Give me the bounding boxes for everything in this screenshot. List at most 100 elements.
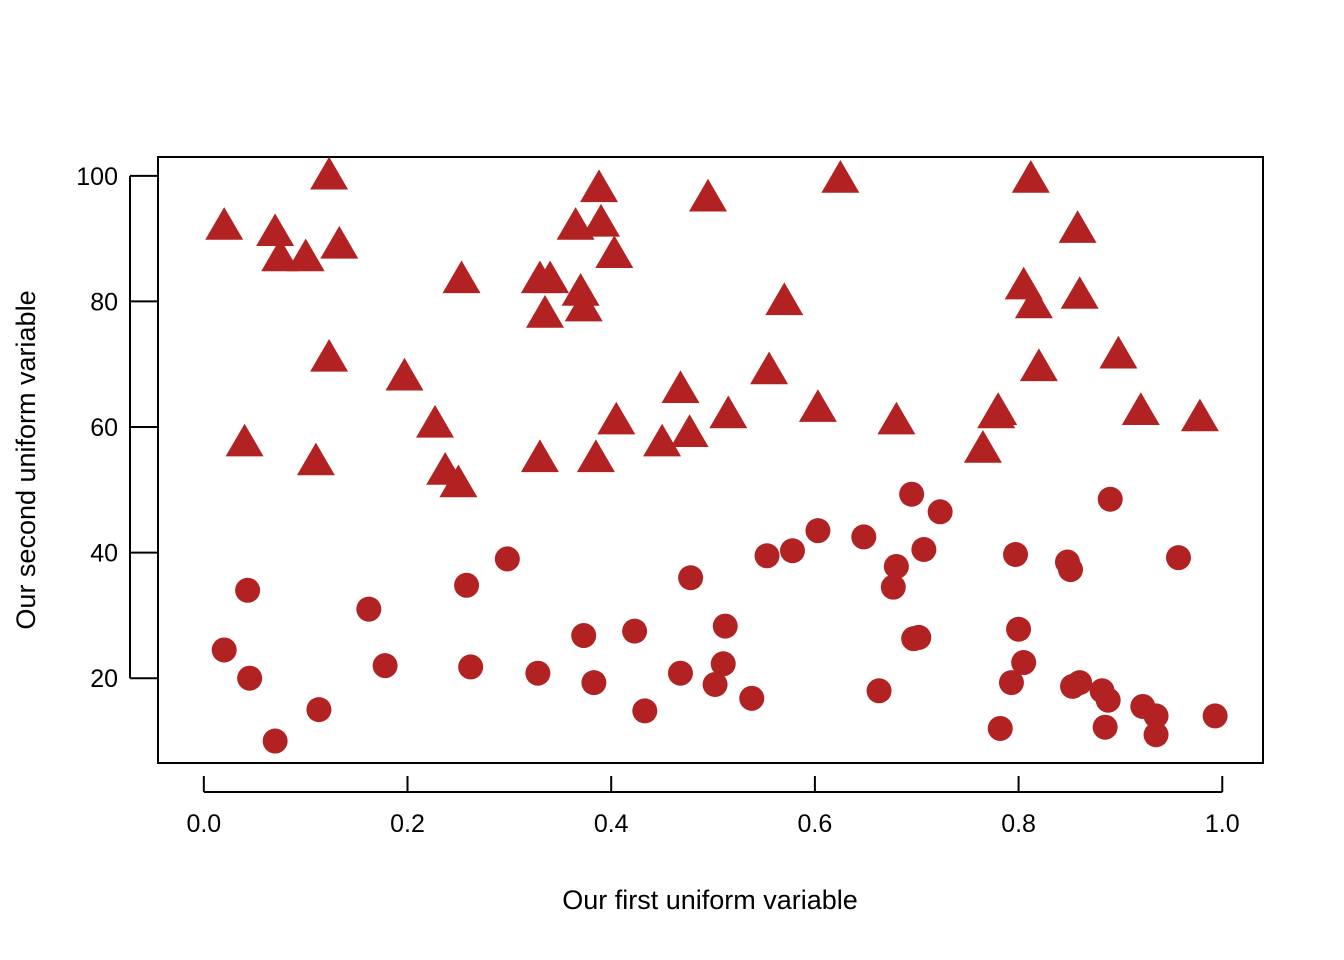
triangle-point <box>798 389 837 422</box>
circle-point <box>211 637 237 663</box>
triangle-point <box>1058 210 1097 243</box>
triangle-point <box>1060 276 1099 309</box>
triangle-point <box>564 288 603 322</box>
triangle-point <box>520 439 559 473</box>
triangle-point <box>670 414 709 447</box>
circle-point <box>754 543 780 569</box>
triangle-point <box>1121 392 1160 425</box>
circle-point <box>880 574 906 600</box>
triangle-point <box>597 401 636 435</box>
circle-point <box>571 623 597 649</box>
circle-point <box>702 672 728 698</box>
x-axis-title: Our first uniform variable <box>562 885 858 915</box>
circle-point <box>458 654 484 680</box>
triangle-point <box>661 370 700 403</box>
circle-point <box>710 651 736 677</box>
circle-point <box>1165 545 1191 571</box>
circle-point <box>372 653 398 679</box>
triangle-point <box>595 235 634 268</box>
x-tick-label: 1.0 <box>1205 810 1240 838</box>
y-tick-label: 80 <box>90 288 118 316</box>
triangle-point <box>750 351 789 385</box>
y-axis: 20 40 60 80 100 <box>76 163 158 693</box>
triangle-point <box>385 357 424 391</box>
x-tick-label: 0.2 <box>390 810 425 838</box>
circle-point <box>237 665 263 691</box>
triangle-point <box>643 423 682 457</box>
circle-point <box>622 618 648 644</box>
triangle-point <box>576 439 615 473</box>
triangle-point <box>1014 285 1053 319</box>
circle-point <box>1067 670 1093 696</box>
circle-point <box>1003 542 1029 568</box>
circle-point <box>883 553 909 579</box>
circle-point <box>525 660 551 686</box>
triangle-point <box>582 203 620 237</box>
y-tick-label: 100 <box>76 163 118 191</box>
y-tick-label: 40 <box>90 540 118 568</box>
triangle-point <box>963 430 1002 463</box>
circle-point <box>1092 714 1118 740</box>
y-tick-label: 20 <box>90 665 118 693</box>
circle-point <box>632 698 658 724</box>
circle-point <box>805 518 831 544</box>
x-tick-label: 0.6 <box>798 810 833 838</box>
triangle-point <box>1011 160 1050 193</box>
circle-point <box>906 624 932 650</box>
triangle-point <box>1099 335 1138 369</box>
triangle-point <box>416 404 454 438</box>
x-tick-label: 0.8 <box>1001 810 1036 838</box>
circle-point <box>1097 486 1123 512</box>
triangle-point <box>580 169 618 203</box>
circle-point <box>1143 722 1169 748</box>
circle-point <box>911 536 937 562</box>
triangle-point <box>821 160 860 193</box>
triangle-point <box>310 156 349 190</box>
triangle-point <box>765 282 804 316</box>
circle-point <box>779 538 805 564</box>
triangle-point <box>979 392 1018 425</box>
triangle-point <box>261 238 300 272</box>
circle-point <box>1058 557 1084 583</box>
circle-point <box>235 577 261 603</box>
triangle-point <box>439 464 478 498</box>
circle-point <box>678 565 704 591</box>
circle-point <box>987 715 1013 741</box>
circle-point <box>494 546 520 572</box>
triangle-point <box>689 178 727 212</box>
circle-point <box>262 728 288 754</box>
circle-point <box>306 697 332 723</box>
triangle-point <box>286 238 325 272</box>
circle-point <box>866 678 892 704</box>
triangle-point <box>877 401 916 435</box>
triangle-point <box>709 395 748 429</box>
y-tick-label: 60 <box>90 414 118 442</box>
circle-point <box>1095 687 1121 713</box>
triangle-point <box>531 260 570 294</box>
triangle-point <box>296 442 335 476</box>
triangle-point <box>225 423 264 457</box>
x-axis: 0.0 0.2 0.4 0.6 0.8 1.0 <box>186 776 1240 838</box>
circle-point <box>1011 650 1037 676</box>
circle-point <box>1202 703 1228 729</box>
circle-point <box>927 499 953 525</box>
x-tick-label: 0.4 <box>594 810 629 838</box>
triangle-point <box>310 339 349 372</box>
data-points <box>205 156 1228 754</box>
circle-point <box>1143 703 1169 729</box>
plot-area-box <box>157 156 1264 764</box>
circle-point <box>998 670 1024 696</box>
triangle-point <box>205 207 244 240</box>
triangle-point <box>1180 398 1219 432</box>
y-axis-title: Our second uniform variable <box>11 290 41 629</box>
triangle-point <box>256 213 295 246</box>
triangle-point <box>442 260 481 294</box>
circle-point <box>1006 616 1032 642</box>
circle-point <box>581 670 607 696</box>
triangle-point <box>561 273 600 306</box>
circle-point <box>712 613 738 639</box>
circle-point <box>899 481 925 507</box>
triangle-point <box>320 225 359 259</box>
triangle-point <box>526 295 564 328</box>
